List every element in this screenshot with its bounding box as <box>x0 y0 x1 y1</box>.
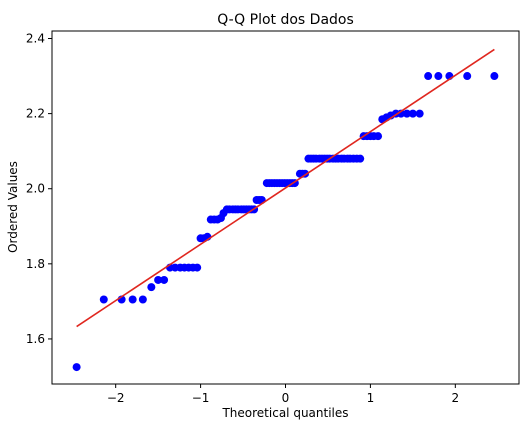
data-point-14 <box>193 263 202 272</box>
chart-title: Q-Q Plot dos Dados <box>217 12 354 28</box>
data-point-85 <box>434 72 443 81</box>
data-point-80 <box>396 109 405 118</box>
data-point-88 <box>490 72 499 81</box>
data-point-81 <box>402 109 411 118</box>
y-tick-label: 2.0 <box>26 182 45 196</box>
data-point-3 <box>128 295 137 304</box>
data-point-87 <box>463 72 472 81</box>
x-tick-label: 2 <box>451 391 459 405</box>
data-point-82 <box>408 109 417 118</box>
plot-frame <box>51 30 520 385</box>
data-point-6 <box>154 275 163 284</box>
y-axis-label: Ordered Values <box>6 161 20 253</box>
data-point-83 <box>415 109 424 118</box>
data-point-0 <box>72 363 81 372</box>
y-tick-label: 2.4 <box>26 32 45 46</box>
data-point-84 <box>424 72 433 81</box>
x-axis-ticks: −2 −1 0 1 2 <box>107 384 459 405</box>
plot-area <box>72 48 499 372</box>
y-axis-ticks: 1.6 1.8 2.0 2.2 2.4 <box>26 32 52 346</box>
y-tick-label: 2.2 <box>26 107 45 121</box>
data-point-1 <box>99 295 108 304</box>
x-tick-label: 0 <box>282 391 290 405</box>
y-tick-label: 1.8 <box>26 257 45 271</box>
x-tick-label: −2 <box>107 391 125 405</box>
data-point-7 <box>160 275 169 284</box>
y-tick-label: 1.6 <box>26 332 45 346</box>
data-point-70 <box>356 154 365 163</box>
data-point-5 <box>147 283 156 292</box>
data-point-75 <box>374 132 383 141</box>
fit-line <box>76 48 495 328</box>
x-tick-label: −1 <box>192 391 210 405</box>
data-point-4 <box>138 295 147 304</box>
x-tick-label: 1 <box>367 391 375 405</box>
x-axis-label: Theoretical quantiles <box>221 406 348 420</box>
